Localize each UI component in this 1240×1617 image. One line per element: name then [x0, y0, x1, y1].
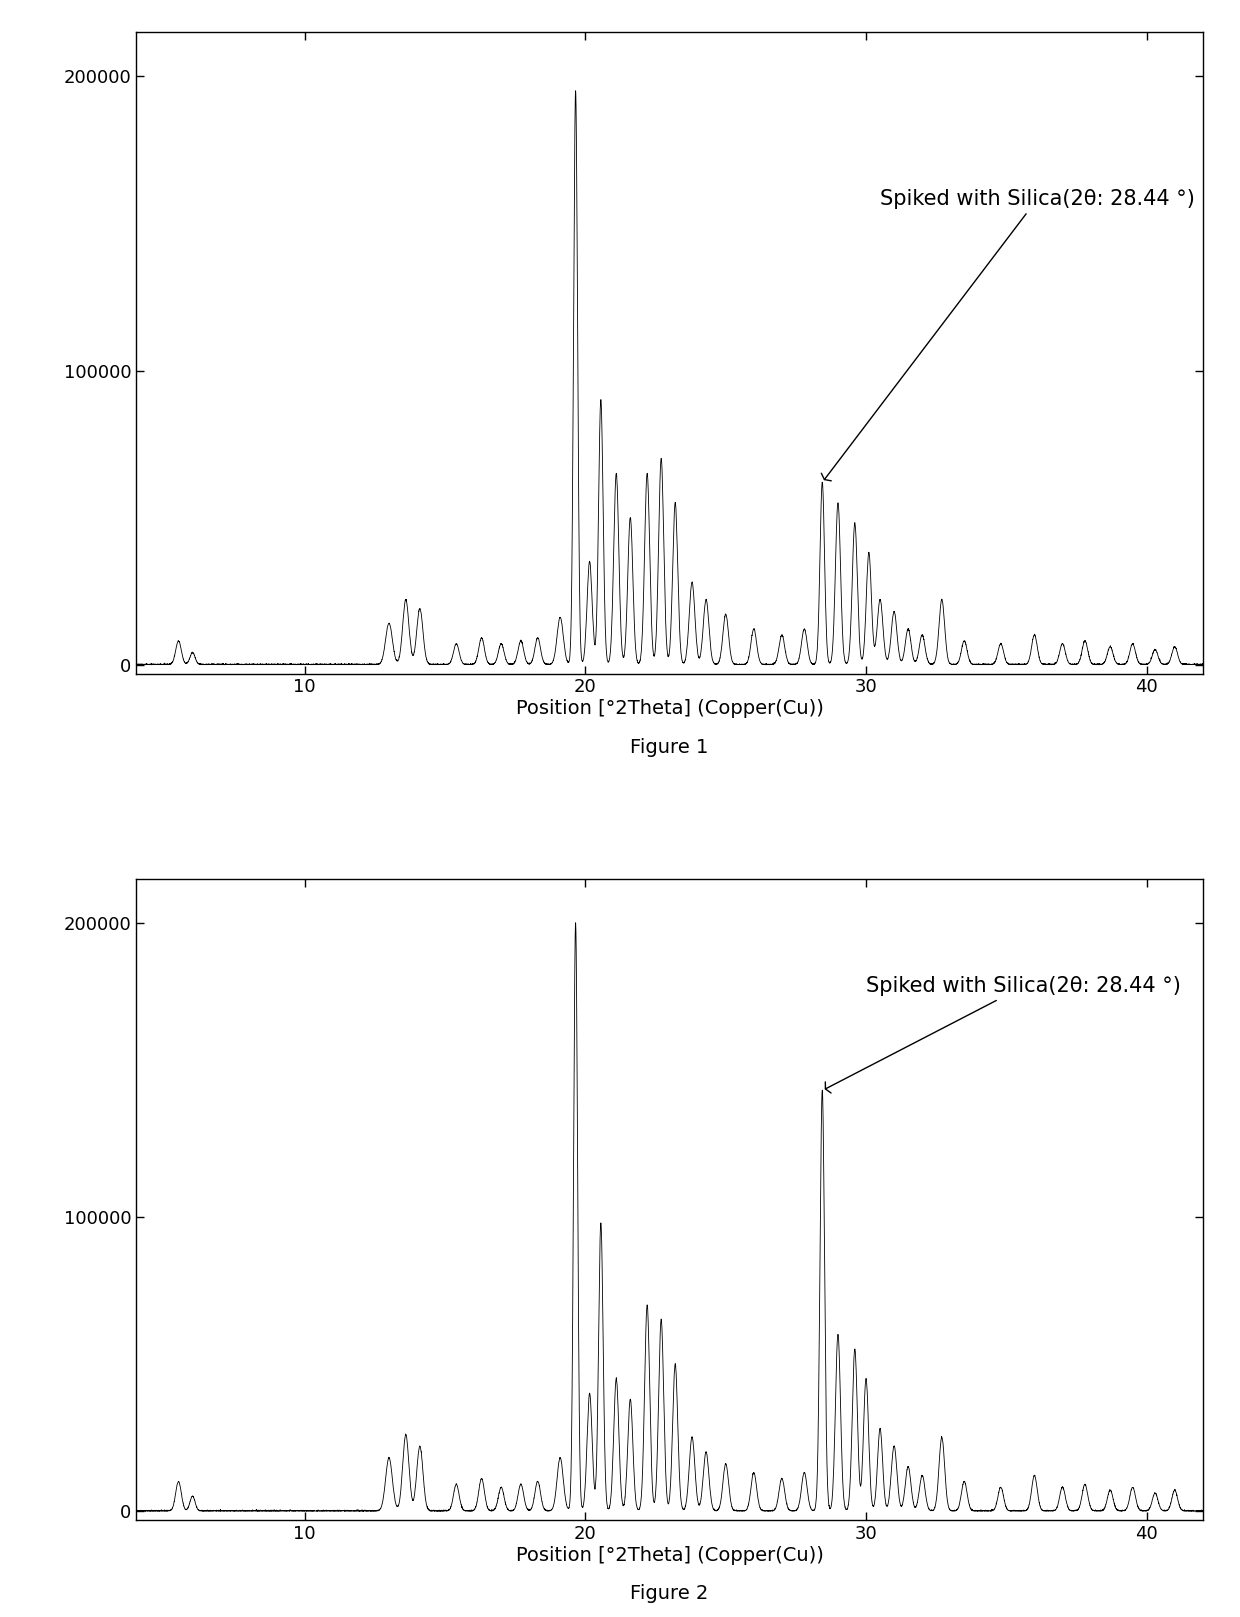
X-axis label: Position [°2Theta] (Copper(Cu)): Position [°2Theta] (Copper(Cu))	[516, 699, 823, 718]
X-axis label: Position [°2Theta] (Copper(Cu)): Position [°2Theta] (Copper(Cu))	[516, 1546, 823, 1565]
Text: Figure 1: Figure 1	[630, 737, 709, 757]
Text: Spiked with Silica(2θ: 28.44 °): Spiked with Silica(2θ: 28.44 °)	[821, 189, 1195, 480]
Text: Spiked with Silica(2θ: 28.44 °): Spiked with Silica(2θ: 28.44 °)	[826, 977, 1180, 1093]
Text: Figure 2: Figure 2	[630, 1585, 709, 1602]
